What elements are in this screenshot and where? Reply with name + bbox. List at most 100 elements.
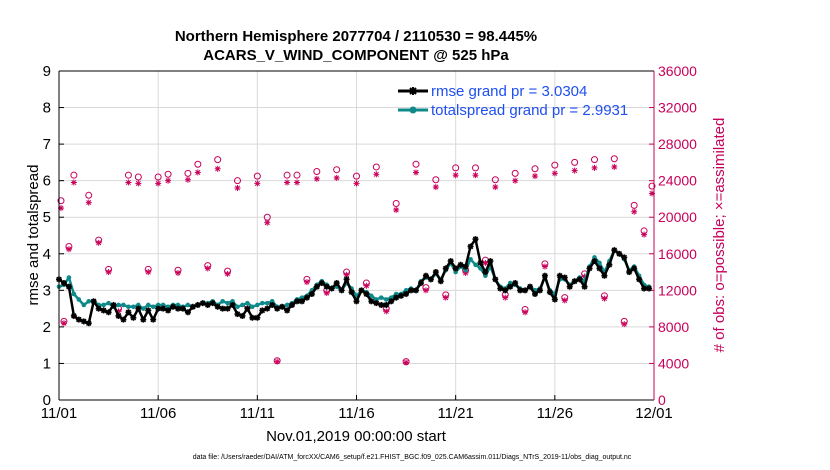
rmse-point	[229, 301, 236, 308]
rmse-point	[507, 283, 514, 290]
obs-assimilated-point	[184, 176, 191, 183]
obs-possible-point	[154, 173, 162, 181]
obs-possible-point	[472, 164, 479, 172]
obs-possible-point	[432, 176, 440, 184]
totalspread-point	[121, 302, 126, 308]
rmse-point	[457, 261, 464, 268]
obs-assimilated-point	[70, 179, 77, 186]
rmse-point	[100, 307, 107, 314]
obs-assimilated-point	[631, 208, 638, 215]
rmse-point	[477, 259, 484, 266]
rmse-point	[234, 311, 241, 318]
rmse-point	[298, 298, 305, 305]
left-tick-label: 4	[43, 246, 51, 263]
x-tick-label: 11/01	[41, 405, 77, 422]
rmse-point	[551, 296, 558, 303]
totalspread-point	[369, 293, 374, 299]
rmse-point	[125, 309, 132, 316]
obs-assimilated-point	[442, 294, 449, 301]
totalspread-point	[463, 267, 468, 273]
obs-assimilated-point	[175, 269, 181, 276]
right-axis-label: # of obs: o=possible; ×=assimilated	[711, 118, 728, 353]
rmse-point	[165, 307, 172, 314]
rmse-point	[204, 301, 211, 308]
rmse-point	[363, 290, 370, 297]
rmse-point	[289, 301, 296, 308]
obs-possible-point	[452, 164, 460, 172]
rmse-point	[383, 301, 390, 308]
obs-possible-point	[591, 156, 598, 164]
rmse-point	[130, 314, 137, 321]
data-file-footnote: data file: /Users/raeder/DAI/ATM_forcXX/…	[193, 454, 632, 461]
obs-assimilated-point	[323, 290, 330, 297]
rmse-point	[140, 316, 147, 323]
left-tick-label: 0	[43, 392, 51, 409]
rmse-point	[566, 283, 573, 290]
rmse-point	[70, 312, 77, 319]
rmse-point	[621, 254, 628, 261]
chart-title-line1: Northern Hemisphere 2077704 / 2110530 = …	[175, 28, 537, 45]
obs-assimilated-point	[422, 287, 429, 294]
totalspread-point	[225, 300, 230, 306]
x-tick-label: 11/21	[437, 405, 473, 422]
series-lines	[56, 236, 653, 327]
obs-assimilated-point	[413, 169, 419, 176]
rmse-point	[532, 290, 538, 297]
left-tick-label: 9	[43, 63, 51, 80]
rmse-point	[576, 276, 583, 283]
right-tick-label: 12000	[658, 282, 697, 298]
rmse-point	[561, 274, 568, 281]
rmse-point	[264, 305, 271, 312]
rmse-point	[636, 276, 643, 283]
legend-rmse-marker	[409, 87, 417, 95]
rmse-point	[437, 278, 444, 285]
obs-assimilated-point	[194, 169, 201, 176]
rmse-point	[80, 318, 87, 325]
obs-assimilated-point	[571, 167, 578, 174]
rmse-point	[591, 258, 598, 265]
totalspread-point	[155, 302, 161, 308]
obs-assimilated-point	[313, 175, 320, 182]
totalspread-point	[374, 297, 379, 302]
totalspread-point	[160, 302, 166, 308]
rmse-point	[279, 303, 286, 310]
rmse-point	[259, 307, 266, 314]
rmse-point	[65, 283, 72, 290]
rmse-point	[586, 265, 593, 272]
rmse-point	[189, 303, 196, 310]
obs-assimilated-point	[204, 265, 211, 272]
rmse-point	[502, 287, 509, 294]
totalspread-point	[131, 304, 136, 310]
rmse-point	[442, 265, 449, 272]
right-tick-label: 32000	[658, 100, 697, 116]
obs-assimilated-point	[264, 219, 271, 226]
totalspread-point	[220, 299, 225, 304]
rmse-point	[209, 300, 216, 307]
obs-possible-point	[124, 171, 132, 179]
rmse-point	[596, 265, 603, 272]
rmse-point	[105, 309, 112, 316]
rmse-point	[135, 305, 142, 312]
obs-possible-point	[70, 171, 78, 179]
legend: rmse grand pr = 3.0304 totalspread grand…	[398, 83, 628, 119]
totalspread-point	[269, 299, 275, 304]
x-axis-label: Nov.01,2019 00:00:00 start	[266, 428, 447, 445]
totalspread-point	[116, 302, 121, 308]
left-tick-label: 1	[43, 355, 51, 372]
obs-assimilated-point	[591, 164, 598, 171]
rmse-point	[90, 298, 97, 305]
totalspread-point	[76, 297, 82, 302]
rmse-point	[348, 289, 355, 296]
rmse-point	[452, 265, 459, 272]
rmse-point	[179, 305, 186, 312]
rmse-point	[492, 276, 499, 283]
obs-assimilated-point	[155, 180, 162, 187]
totalspread-point	[175, 302, 181, 308]
obs-assimilated-point	[125, 179, 132, 186]
obs-assimilated-point	[214, 165, 221, 172]
rmse-point	[462, 263, 469, 270]
rmse-point	[318, 280, 325, 287]
rmse-point	[199, 300, 206, 307]
rmse-point	[110, 301, 117, 308]
rmse-point	[546, 289, 553, 296]
